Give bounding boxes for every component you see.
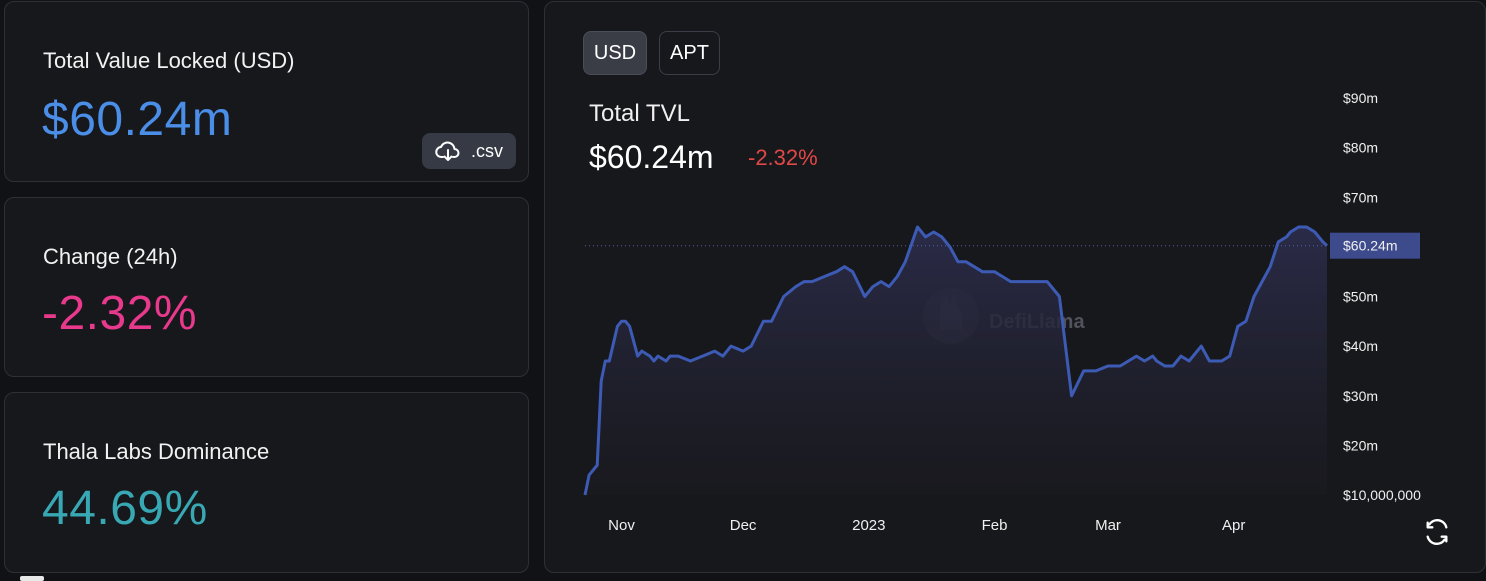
tvl-series-line [583, 225, 1329, 496]
scroll-indicator [20, 576, 44, 581]
change-value: -2.32% [42, 287, 198, 340]
y-tick-label: $70m [1343, 189, 1378, 205]
tvl-label: Total Value Locked (USD) [43, 48, 295, 73]
y-tick-label: $10,000,000 [1343, 487, 1421, 503]
dominance-value: 44.69% [42, 482, 208, 535]
y-tick-label: $80m [1343, 140, 1378, 156]
x-tick-label: Mar [1095, 517, 1121, 534]
chart-title: Total TVL [589, 100, 690, 127]
chart-change-value: -2.32% [748, 145, 818, 170]
x-tick-label: Nov [608, 517, 635, 534]
usd-toggle-button[interactable]: USD [583, 31, 647, 75]
current-value-marker: $60.24m [1343, 238, 1397, 254]
change-card: Change (24h) -2.32% [4, 197, 529, 377]
y-tick-label: $40m [1343, 338, 1378, 354]
current-value-marker-bg [1330, 232, 1420, 259]
y-tick-label: $90m [1343, 90, 1378, 106]
x-tick-label: 2023 [852, 517, 885, 534]
x-tick-label: Feb [982, 517, 1008, 534]
tvl-card: Total Value Locked (USD) $60.24m .csv [4, 1, 529, 182]
csv-label: .csv [470, 140, 503, 161]
change-label: Change (24h) [43, 244, 178, 269]
tvl-chart-panel: USD APT Total TVL $60.24m -2.32% DefiLla… [544, 1, 1486, 573]
x-tick-label: Dec [730, 517, 757, 534]
refresh-icon[interactable] [1423, 518, 1451, 546]
download-csv-button[interactable]: .csv [422, 133, 516, 169]
tvl-area-fill [585, 227, 1327, 495]
tvl-value: $60.24m [42, 93, 233, 146]
x-tick-label: Apr [1222, 517, 1245, 534]
y-tick-label: $50m [1343, 289, 1378, 305]
apt-toggle-button[interactable]: APT [659, 31, 720, 75]
dominance-label: Thala Labs Dominance [43, 439, 270, 464]
y-tick-label: $20m [1343, 437, 1378, 453]
dominance-card: Thala Labs Dominance 44.69% [4, 392, 529, 573]
chart-total-value: $60.24m [589, 139, 714, 175]
cloud-download-icon [435, 141, 460, 161]
y-tick-label: $30m [1343, 388, 1378, 404]
